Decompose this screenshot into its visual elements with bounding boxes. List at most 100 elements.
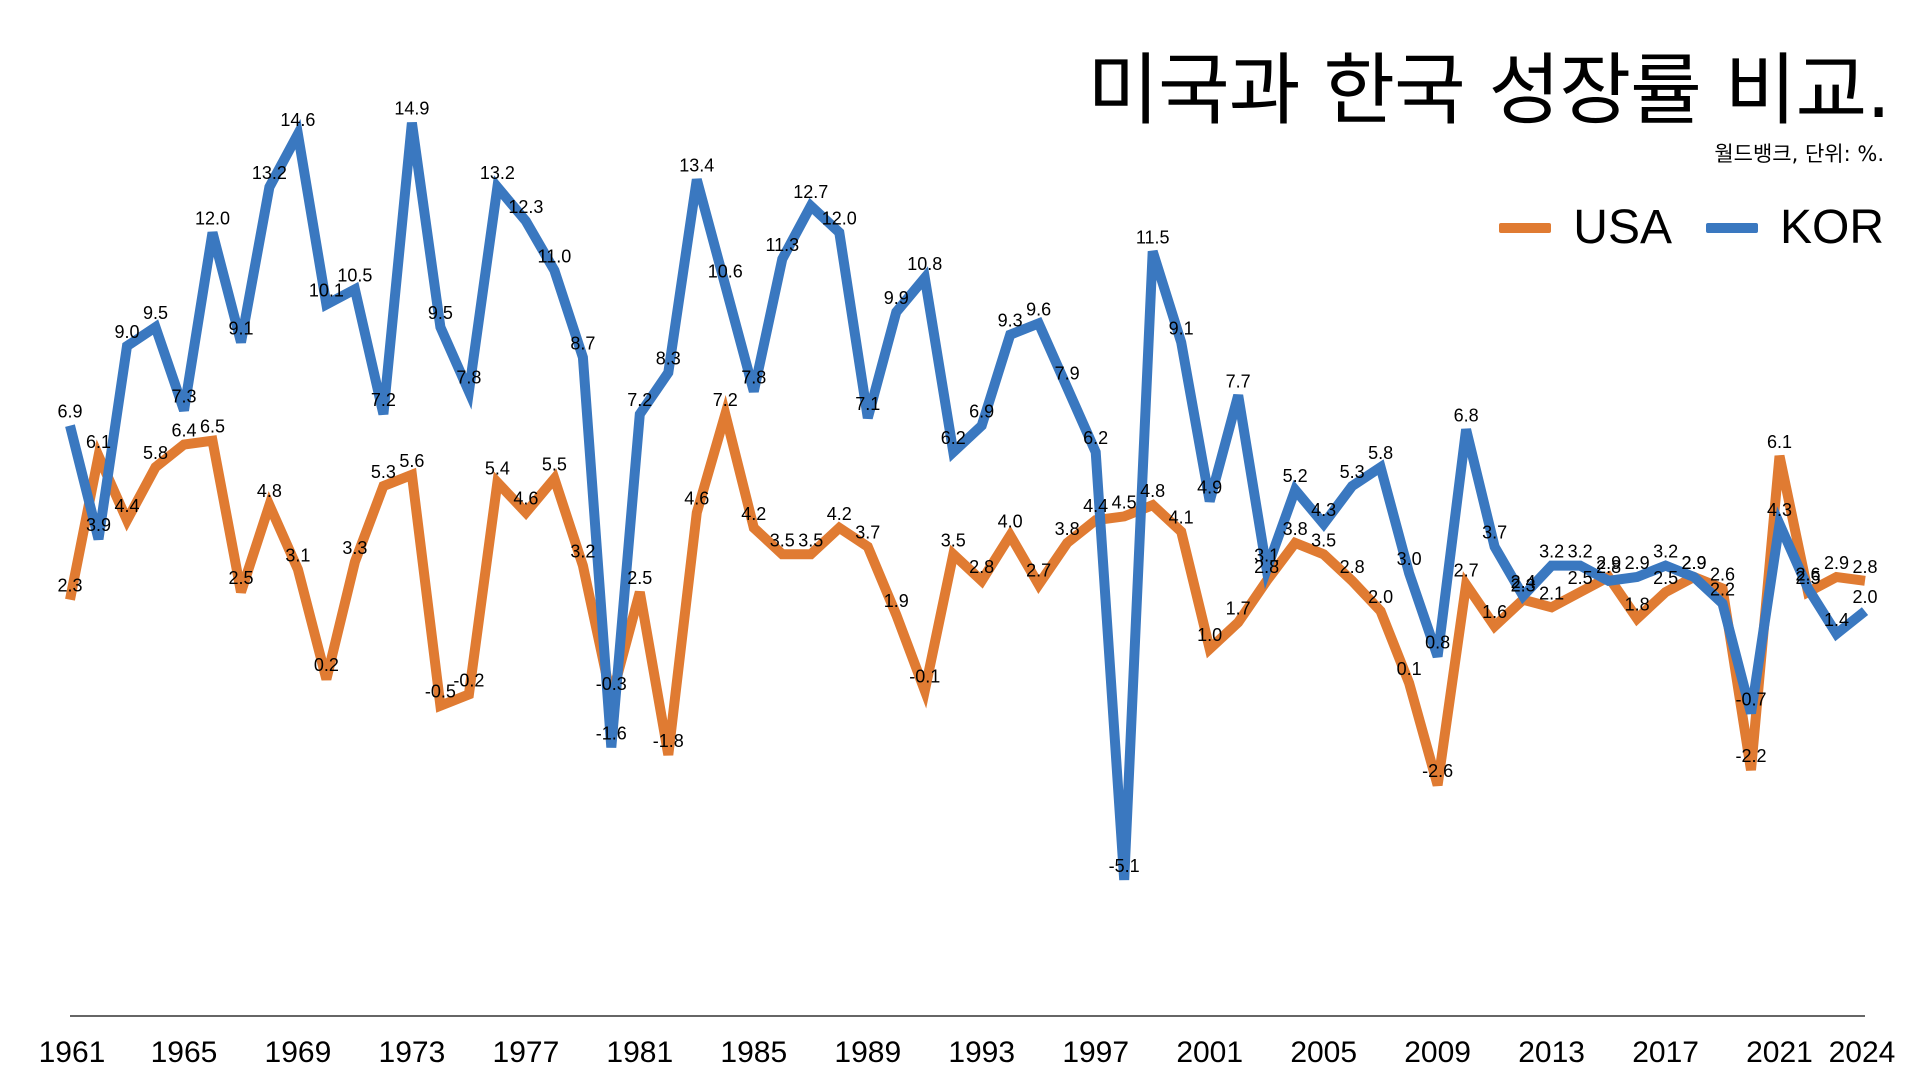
- data-label-kor-1995: 9.6: [1026, 299, 1051, 319]
- data-label-kor-2000: 9.1: [1169, 318, 1194, 338]
- series-line-usa: [65, 395, 1866, 787]
- data-label-kor-2013: 3.2: [1539, 542, 1564, 562]
- data-label-usa-1968: 4.8: [257, 481, 282, 501]
- data-label-kor-1963: 9.0: [114, 322, 139, 342]
- data-label-kor-2003: 3.1: [1254, 545, 1279, 565]
- data-label-kor-2002: 7.7: [1226, 371, 1251, 391]
- data-label-usa-1998: 4.5: [1112, 492, 1137, 512]
- data-label-usa-1990: 1.9: [884, 591, 909, 611]
- data-label-kor-2018: 2.9: [1681, 553, 1706, 573]
- x-tick-2017: 2017: [1632, 1036, 1699, 1069]
- data-label-usa-1967: 2.5: [228, 568, 253, 588]
- data-label-kor-1981: 7.2: [627, 390, 652, 410]
- data-label-usa-2023: 2.9: [1824, 553, 1849, 573]
- data-label-kor-2017: 3.2: [1653, 542, 1678, 562]
- legend-label-usa: USA: [1573, 201, 1672, 254]
- data-label-usa-2003: 2.8: [1254, 557, 1279, 577]
- data-label-usa-1988: 4.2: [827, 504, 852, 524]
- data-label-usa-1963: 4.4: [114, 496, 139, 516]
- data-label-kor-1961: 6.9: [57, 402, 82, 422]
- data-label-usa-2004: 3.8: [1283, 519, 1308, 539]
- x-tick-1977: 1977: [493, 1036, 560, 1069]
- data-label-usa-2011: 1.6: [1482, 602, 1507, 622]
- x-tick-2013: 2013: [1518, 1036, 1585, 1069]
- data-label-usa-1964: 5.8: [143, 443, 168, 463]
- data-label-kor-2011: 3.7: [1482, 523, 1507, 543]
- x-tick-2001: 2001: [1176, 1036, 1243, 1069]
- data-label-usa-2001: 1.0: [1197, 625, 1222, 645]
- data-label-kor-2010: 6.8: [1454, 405, 1479, 425]
- data-label-kor-2014: 3.2: [1568, 542, 1593, 562]
- legend: USA KOR: [1499, 200, 1884, 255]
- data-label-usa-1976: 5.4: [485, 458, 510, 478]
- data-label-usa-1979: 3.2: [570, 542, 595, 562]
- data-label-usa-2009: -2.6: [1422, 761, 1453, 781]
- data-label-kor-1977: 12.3: [508, 197, 543, 217]
- data-label-kor-1999: 11.5: [1136, 227, 1170, 247]
- data-label-kor-1983: 13.4: [679, 156, 714, 176]
- data-label-usa-1987: 3.5: [798, 530, 823, 550]
- legend-item-usa: USA: [1499, 200, 1672, 255]
- chart-title: 미국과 한국 성장률 비교.: [1087, 46, 1891, 136]
- series-line-kor: [65, 118, 1869, 881]
- data-label-usa-1981: 2.5: [627, 568, 652, 588]
- data-label-kor-1979: 8.7: [570, 333, 595, 353]
- data-label-kor-2004: 5.2: [1283, 466, 1308, 486]
- data-label-usa-1965: 6.4: [171, 421, 196, 441]
- data-label-usa-1982: -1.8: [653, 731, 684, 751]
- data-label-kor-1996: 7.9: [1055, 364, 1080, 384]
- data-label-kor-1991: 10.8: [907, 254, 942, 274]
- data-label-kor-1997: 6.2: [1083, 428, 1108, 448]
- data-label-kor-1975: 7.8: [456, 368, 481, 388]
- data-label-kor-2020: -0.7: [1735, 689, 1766, 709]
- data-label-usa-2016: 1.8: [1625, 595, 1650, 615]
- data-label-usa-1977: 4.6: [513, 489, 538, 509]
- data-label-kor-2005: 4.3: [1311, 500, 1336, 520]
- data-label-usa-1972: 5.3: [371, 462, 396, 482]
- data-label-kor-1969: 14.6: [280, 110, 315, 130]
- data-label-usa-1995: 2.7: [1026, 561, 1051, 581]
- data-label-kor-2012: 2.4: [1511, 572, 1536, 592]
- data-label-kor-2006: 5.3: [1340, 462, 1365, 482]
- point-labels: 2.36.14.45.86.4 6.52.54.83.10.23.35.35.6-…: [57, 99, 1877, 876]
- data-label-kor-1964: 9.5: [143, 303, 168, 323]
- data-label-kor-2019: 2.2: [1710, 580, 1735, 600]
- data-label-kor-1968: 13.2: [252, 163, 287, 183]
- data-label-kor-1962: 3.9: [86, 515, 111, 535]
- legend-swatch-kor: [1705, 222, 1758, 233]
- data-label-kor-1965: 7.3: [171, 386, 196, 406]
- x-tick-1973: 1973: [379, 1036, 446, 1069]
- data-label-usa-2019: 2.6: [1710, 564, 1735, 584]
- legend-swatch-usa: [1499, 222, 1552, 233]
- data-label-usa-1975: -0.2: [453, 670, 484, 690]
- data-label-usa-1983: 4.6: [684, 489, 709, 509]
- data-label-usa-2005: 3.5: [1311, 530, 1336, 550]
- data-label-kor-1980: -1.6: [596, 723, 627, 743]
- data-label-usa-1984: 7.2: [713, 390, 738, 410]
- data-label-usa-1994: 4.0: [998, 511, 1023, 531]
- data-label-usa-2017: 2.5: [1653, 568, 1678, 588]
- data-label-kor-1982: 8.3: [656, 349, 681, 369]
- data-label-kor-2021: 4.3: [1767, 500, 1792, 520]
- data-label-usa-1973: 5.6: [399, 451, 424, 471]
- data-label-kor-1990: 9.9: [884, 288, 909, 308]
- data-label-kor-2007: 5.8: [1368, 443, 1393, 463]
- data-label-usa-2021: 6.1: [1767, 432, 1792, 452]
- data-label-usa-1966: 6.5: [200, 417, 225, 437]
- data-label-kor-1998: -5.1: [1109, 856, 1140, 876]
- data-label-usa-1970: 0.2: [314, 655, 339, 675]
- data-label-usa-1999: 4.8: [1140, 481, 1165, 501]
- data-label-usa-1992: 3.5: [941, 530, 966, 550]
- data-label-usa-2002: 1.7: [1226, 598, 1251, 618]
- data-label-kor-1971: 10.5: [337, 265, 372, 285]
- data-label-usa-2014: 2.5: [1568, 568, 1593, 588]
- data-label-usa-1989: 3.7: [855, 523, 880, 543]
- data-label-kor-1993: 6.9: [969, 402, 994, 422]
- data-label-usa-1991: -0.1: [909, 667, 940, 687]
- data-label-kor-2015: 2.8: [1596, 557, 1621, 577]
- data-label-kor-1989: 7.1: [855, 394, 880, 414]
- x-tick-labels: 1961 1965 1969 1973 1977 1981 1985 1989 1993 1997…: [39, 1036, 1896, 1069]
- data-label-kor-2016: 2.9: [1625, 553, 1650, 573]
- data-label-kor-1988: 12.0: [822, 209, 857, 229]
- legend-label-kor: KOR: [1779, 201, 1884, 254]
